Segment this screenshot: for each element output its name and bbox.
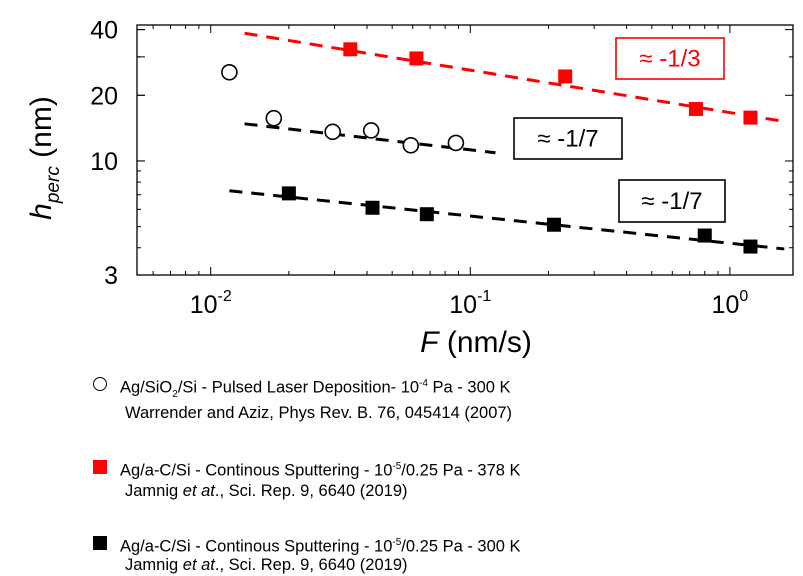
y-tick-label: 20 [90, 82, 118, 110]
legend-reference: Jamnig et at., Sci. Rep. 9, 6640 (2019) [125, 482, 408, 500]
data-point [409, 51, 424, 66]
slope-annotations: ≈ -1/3 ≈ -1/7 ≈ -1/7 [513, 37, 726, 223]
y-axis-label-unit: (nm) [25, 96, 58, 166]
data-point [688, 102, 703, 117]
slope-label: ≈ -1/3 [639, 46, 700, 73]
data-point [743, 239, 758, 254]
x-axis-label-unit: (nm/s) [439, 326, 532, 359]
data-point [743, 110, 758, 125]
black-square-marker-icon [93, 536, 107, 550]
slope-label: ≈ -1/7 [641, 188, 702, 215]
plot-frame [136, 24, 794, 276]
data-point [419, 207, 434, 222]
legend-entry: Ag/a-C/Si - Continous Sputtering - 10-5/… [93, 456, 793, 508]
data-point [343, 42, 358, 57]
data-point [402, 136, 420, 154]
slope-label-box [615, 37, 725, 80]
legend-label: Ag/a-C/Si - Continous Sputtering - 10-5/… [120, 461, 521, 480]
x-tick-label: 10-2 [190, 288, 232, 319]
x-axis-label: F (nm/s) [420, 326, 532, 359]
data-point [265, 109, 283, 127]
legend-reference: Jamnig et at., Sci. Rep. 9, 6640 (2019) [125, 556, 408, 574]
data-point [324, 123, 341, 141]
legend-reference: Warrender and Aziz, Phys Rev. B. 76, 045… [125, 404, 513, 422]
data-point [558, 69, 573, 84]
data-point [697, 228, 712, 243]
data-point [447, 134, 465, 152]
x-tick-label: 100 [712, 288, 749, 319]
y-tick-label: 40 [90, 17, 118, 45]
y-axis-label: hperc (nm) [25, 96, 64, 220]
plot-border [136, 24, 794, 276]
open-circle-marker-icon [93, 377, 107, 391]
x-axis-label-symbol: F [420, 326, 440, 359]
y-axis-label-subscript: perc [43, 166, 64, 204]
data-point [281, 186, 296, 201]
y-tick-label: 3 [104, 262, 118, 290]
data-point [365, 200, 380, 215]
x-axis: 10-2 10-1 100 [152, 25, 749, 319]
red-square-marker-icon [93, 460, 107, 474]
legend-entry: Ag/SiO2/Si - Pulsed Laser Deposition- 10… [93, 373, 793, 425]
legend-label: Ag/a-C/Si - Continous Sputtering - 10-5/… [120, 537, 521, 556]
data-point [362, 122, 380, 139]
slope-label-box [513, 117, 623, 160]
y-axis: 3 10 20 40 [90, 17, 793, 290]
fit-line [229, 189, 785, 251]
slope-label: ≈ -1/7 [537, 126, 598, 153]
x-tick-label: 10-1 [449, 288, 491, 319]
y-tick-label: 10 [90, 148, 118, 176]
legend-label: Ag/SiO2/Si - Pulsed Laser Deposition- 10… [120, 378, 511, 400]
data-point [221, 63, 238, 81]
legend-entry: Ag/a-C/Si - Continous Sputtering - 10-5/… [93, 532, 793, 576]
y-axis-label-symbol: h [25, 203, 58, 220]
data-point [546, 217, 561, 232]
slope-label-box [618, 179, 726, 223]
data-markers [221, 42, 758, 254]
